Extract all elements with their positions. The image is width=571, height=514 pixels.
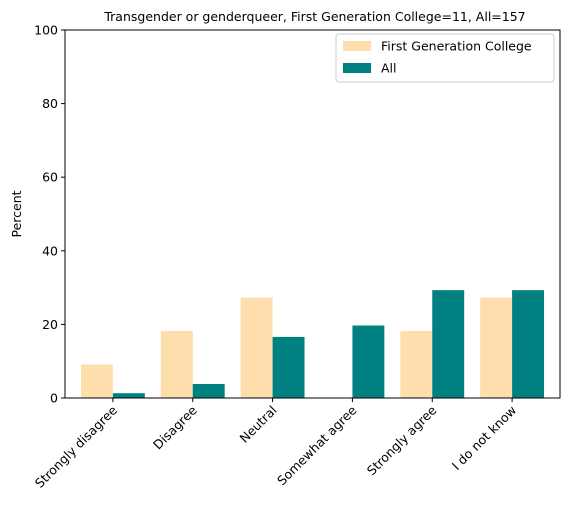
x-axis-ticks: Strongly disagree Disagree NeutralSomewhat… [32, 398, 519, 491]
legend: First Generation College All [336, 34, 554, 82]
x-tick-label: Strongly disagree [32, 402, 120, 490]
bar-all-neutral [273, 337, 305, 398]
legend-label-first-generation-college: First Generation College [381, 39, 532, 54]
chart-title: Transgender or genderqueer, First Genera… [103, 9, 525, 24]
bar-all-somewhat-agree [352, 326, 384, 398]
x-tick-label: I do not know [449, 403, 520, 474]
y-tick-label: 100 [34, 23, 58, 38]
x-tick-label: Disagree [150, 402, 200, 452]
bar-all-strongly-disagree [113, 393, 145, 398]
y-tick-label: 0 [50, 391, 58, 406]
y-tick-label: 60 [42, 170, 58, 185]
y-axis-ticks: 0 20 40 60 80 100 [34, 23, 65, 406]
bars-group [81, 290, 544, 398]
y-tick-label: 20 [42, 317, 58, 332]
x-tick-label: Neutral [236, 403, 279, 446]
x-tick-label: Somewhat agree [274, 402, 360, 488]
bar-all-disagree [193, 384, 225, 398]
y-tick-label: 80 [42, 96, 58, 111]
legend-swatch-all [343, 63, 371, 73]
bar-first-generation-college-strongly-agree [400, 331, 432, 398]
bar-first-generation-college-neutral [241, 298, 273, 398]
y-axis-label: Percent [9, 190, 24, 237]
x-tick-label: Strongly agree [364, 402, 440, 478]
bar-first-generation-college-i-do-not-know [480, 298, 512, 398]
y-tick-label: 40 [42, 243, 58, 258]
bar-first-generation-college-disagree [161, 331, 193, 398]
legend-label-all: All [381, 61, 397, 76]
bar-all-strongly-agree [432, 290, 464, 398]
bar-all-i-do-not-know [512, 290, 544, 398]
legend-swatch-first-generation-college [343, 41, 371, 51]
bar-first-generation-college-strongly-disagree [81, 365, 113, 398]
